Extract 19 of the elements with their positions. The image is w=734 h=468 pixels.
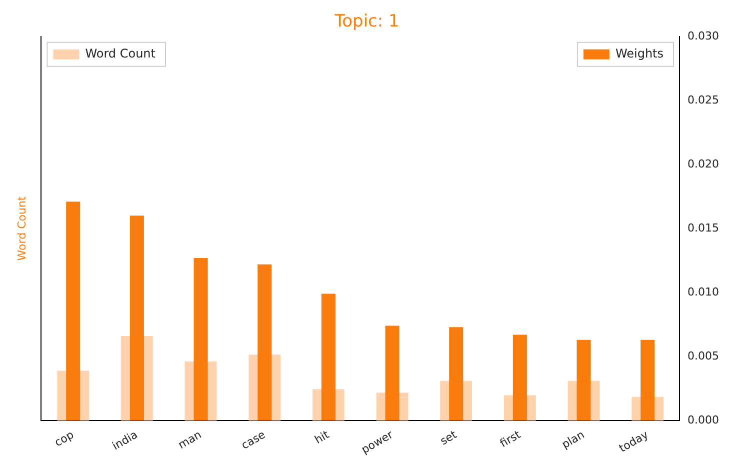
- x-tick-label: cop: [52, 428, 76, 450]
- y2-tick-label: 0.020: [688, 157, 720, 170]
- y2-tick-label: 0.025: [688, 93, 720, 106]
- y2-tick-label: 0.030: [688, 29, 720, 42]
- x-tick-label: hit: [312, 428, 332, 447]
- legend-label: Weights: [615, 46, 664, 61]
- x-tick-label: case: [239, 428, 268, 452]
- x-tick-label: set: [438, 428, 460, 448]
- x-tick-label: plan: [560, 428, 587, 452]
- x-tick-label: man: [176, 428, 204, 452]
- y2-tick-label: 0.010: [688, 285, 720, 298]
- chart-title: Topic: 1: [334, 12, 400, 32]
- y2-tick-label: 0.015: [688, 221, 720, 234]
- x-tick-label: first: [498, 428, 524, 450]
- y-axis-title: Word Count: [15, 196, 28, 261]
- y2-tick-label: 0.000: [688, 413, 720, 426]
- x-tick-label: india: [110, 428, 140, 453]
- legend-label: Word Count: [85, 46, 156, 61]
- y2-tick-label: 0.005: [688, 349, 720, 362]
